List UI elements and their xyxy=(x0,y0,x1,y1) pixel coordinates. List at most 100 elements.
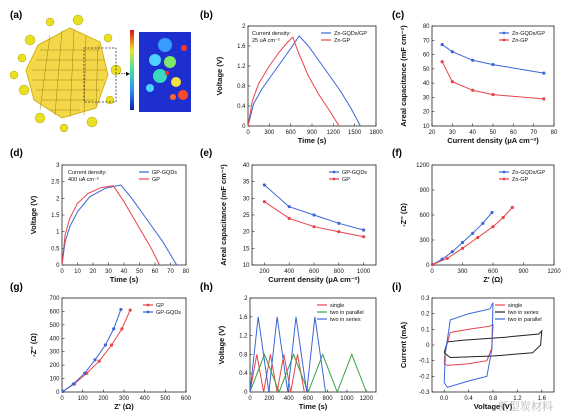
series-line xyxy=(432,207,513,266)
y-tick-label: 700 xyxy=(49,296,60,302)
y-tick-label: 10 xyxy=(243,263,250,269)
legend-label: GP xyxy=(156,303,164,309)
y-tick-label: 30 xyxy=(423,95,430,101)
y-tick-label: 0 xyxy=(56,263,60,269)
legend-label: Zn-GP xyxy=(512,177,529,183)
plot-frame xyxy=(431,25,555,127)
chart-g: 0 100 200 300 400 500 600 0 100 200 300 400 500 600 70… xyxy=(29,296,192,411)
x-tick-label: 1200 xyxy=(547,269,561,275)
data-point xyxy=(471,231,475,235)
graphene-lattice xyxy=(9,14,122,133)
y-tick-label: 25 xyxy=(243,213,250,219)
series-line xyxy=(432,212,493,266)
legend-marker xyxy=(332,177,336,181)
panel-label-c: (c) xyxy=(392,10,404,21)
panel-label-b: (b) xyxy=(200,10,213,21)
data-point xyxy=(542,71,546,75)
y-tick-label: 30 xyxy=(243,196,250,202)
data-point xyxy=(501,215,505,220)
x-tick-label: 30 xyxy=(105,269,112,275)
y-tick-label: 600 xyxy=(419,213,430,219)
x-tick-label: 1.6 xyxy=(538,396,547,402)
panel-label-h: (h) xyxy=(200,282,213,293)
x-tick-label: 40 xyxy=(469,130,476,136)
data-point xyxy=(83,371,87,375)
x-tick-label: 800 xyxy=(334,269,345,275)
series-line xyxy=(61,185,161,266)
x-tick-label: 600 xyxy=(488,269,499,275)
x-tick-label: 0 xyxy=(60,269,64,275)
x-tick-label: 300 xyxy=(457,269,468,275)
y-tick-label: 200 xyxy=(49,363,60,369)
data-point xyxy=(120,327,124,331)
x-tick-label: 70 xyxy=(530,130,537,136)
chart-f: 0 300 600 900 1200 0 300 600 900 1200 Z' (Ω) -Z'' (… xyxy=(399,163,561,284)
x-tick-label: 100 xyxy=(78,396,89,402)
y-tick-label: 50 xyxy=(423,67,430,73)
x-tick-label: 1500 xyxy=(348,130,362,136)
data-point xyxy=(362,235,366,239)
x-axis-label: Time (s) xyxy=(110,275,139,284)
y-axis-label: -Z'' (Ω) xyxy=(29,333,38,357)
legend-label: GP xyxy=(152,177,160,183)
y-tick-label: 300 xyxy=(49,350,60,356)
series-line xyxy=(443,329,543,359)
chart-b: 0 300 600 900 1200 1500 1800 0 0.4 0.8 1.2 1.6 2 Time… xyxy=(215,24,383,145)
panel-label-d: (d) xyxy=(10,148,23,159)
x-tick-label: 500 xyxy=(160,396,171,402)
x-tick-label: 80 xyxy=(183,269,190,275)
y-tick-label: 70 xyxy=(423,38,430,44)
y-tick-label: 1.2 xyxy=(237,64,246,70)
y-tick-label: 15 xyxy=(243,246,250,252)
data-point xyxy=(430,262,435,267)
y-tick-label: 900 xyxy=(419,188,430,194)
x-tick-label: 60 xyxy=(510,130,517,136)
data-point xyxy=(112,327,116,331)
x-tick-label: 20 xyxy=(429,130,436,136)
series-line xyxy=(441,44,544,74)
y-tick-label: 0 xyxy=(56,390,60,396)
legend-label: Zn-GP xyxy=(334,38,351,44)
molecular-illustration: ⋯▸ xyxy=(9,14,191,133)
x-tick-label: 400 xyxy=(284,269,295,275)
y-axis-label: Areal capacitance (mF cm⁻²) xyxy=(399,25,408,127)
series-line xyxy=(264,184,364,231)
y-axis-label: Voltage (V) xyxy=(29,195,38,234)
x-tick-label: 200 xyxy=(259,269,270,275)
legend-label: GP xyxy=(342,177,350,183)
x-tick-label: 0.4 xyxy=(464,396,473,402)
y-tick-label: 300 xyxy=(419,238,430,244)
data-point xyxy=(337,221,341,225)
zoom-box xyxy=(83,47,117,103)
x-tick-label: 40 xyxy=(121,269,128,275)
x-tick-label: 0 xyxy=(60,396,64,402)
legend-label: Zn-GP xyxy=(512,38,529,44)
data-point xyxy=(97,359,101,363)
x-tick-label: 50 xyxy=(490,130,497,136)
y-tick-label: 100 xyxy=(49,377,60,383)
y-tick-label: 0.8 xyxy=(239,352,248,358)
y-tick-label: 600 xyxy=(49,309,60,315)
legend-label: GP-GQDs xyxy=(156,310,181,316)
data-point xyxy=(362,228,366,232)
y-tick-label: -0.3 xyxy=(419,390,430,396)
chart-annotation: 25 uA cm⁻² xyxy=(252,38,280,44)
x-tick-label: 0 xyxy=(246,130,250,136)
x-axis-label: Z' (Ω) xyxy=(114,402,134,411)
legend-marker xyxy=(502,38,506,42)
data-point xyxy=(450,50,454,54)
data-point xyxy=(287,216,291,220)
series-line xyxy=(264,201,364,238)
y-axis-label: Voltage (V) xyxy=(215,56,224,95)
x-axis-label: Time (s) xyxy=(299,402,328,411)
panel-label-i: (i) xyxy=(392,282,401,293)
legend-label: Zn-GQDs/GP xyxy=(334,31,367,37)
series-line xyxy=(249,354,305,393)
x-tick-label: 900 xyxy=(307,130,318,136)
x-tick-label: 600 xyxy=(303,396,314,402)
legend-marker xyxy=(502,31,506,35)
data-point xyxy=(337,230,341,234)
y-tick-label: 2 xyxy=(242,24,246,30)
arrow-icon: ⋯▸ xyxy=(118,69,130,78)
